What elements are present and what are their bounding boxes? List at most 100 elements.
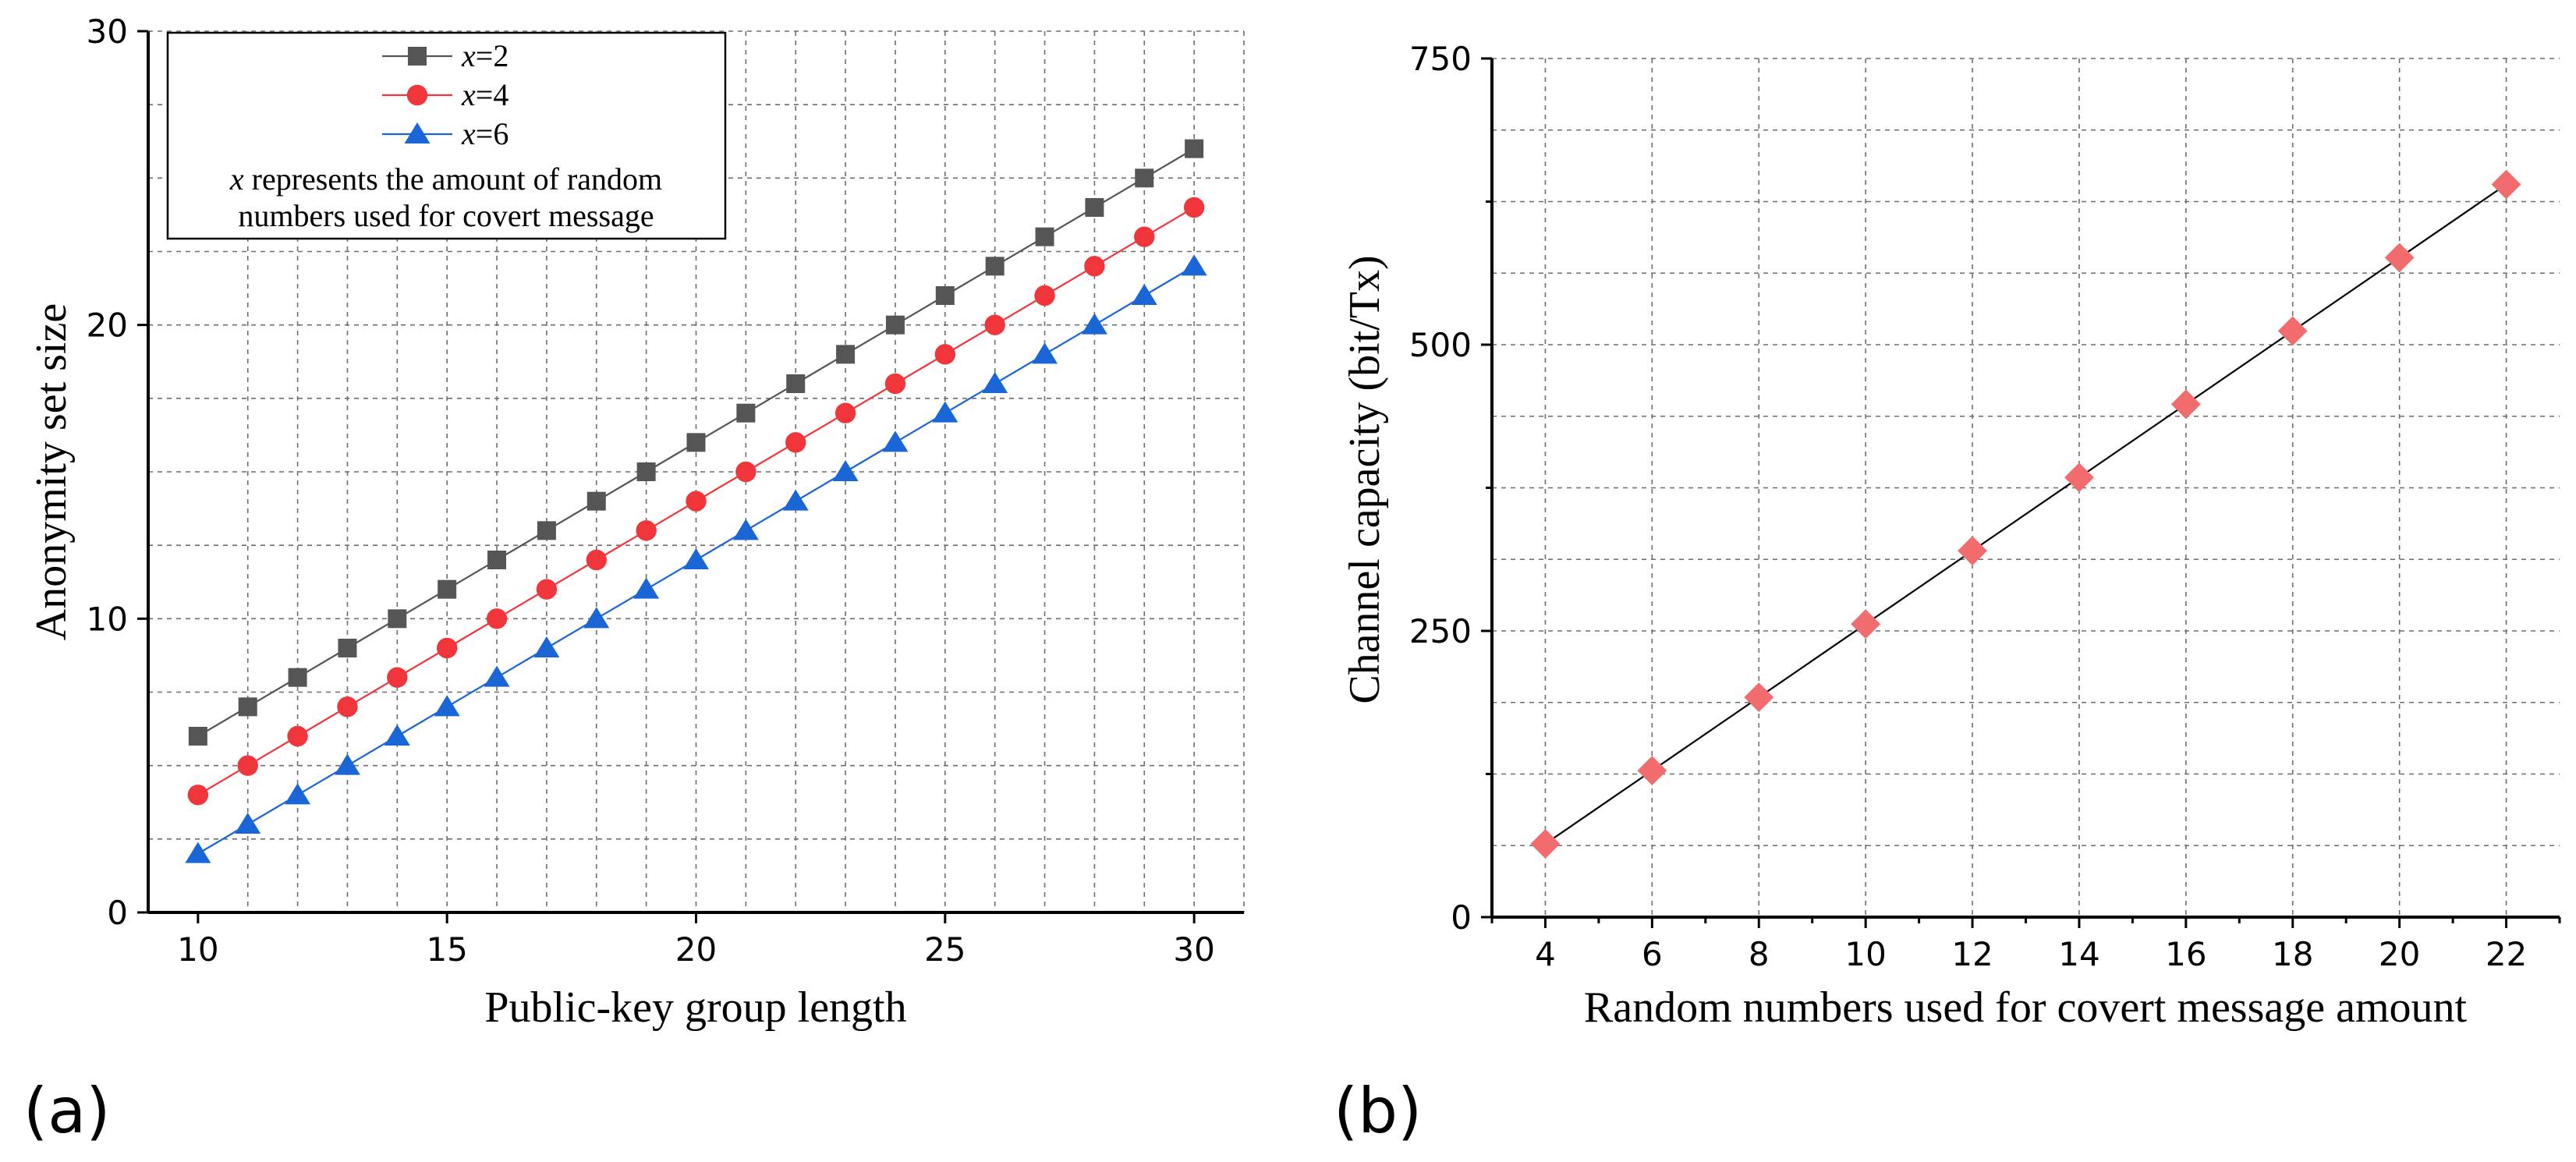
data-point-series-1 [1085, 198, 1104, 217]
data-point-series-2 [536, 579, 558, 600]
data-point-series-1 [338, 639, 357, 657]
data-point-series-1 [935, 286, 955, 305]
x-tick-label: 8 [1749, 935, 1770, 973]
data-point-series-1 [736, 403, 756, 423]
data-point-series-1 [786, 374, 806, 393]
y-tick-label: 10 [87, 600, 128, 638]
legend-box [166, 31, 727, 240]
data-point-series-1 [438, 579, 457, 599]
data-point-series-2 [586, 549, 607, 571]
data-point-series-2 [785, 432, 806, 453]
data-point-series-3 [334, 753, 360, 775]
chart-a-legend: x=2 x=4 x=6 x represents the amount of ran… [166, 31, 727, 240]
data-point-series-1 [636, 462, 656, 481]
data-point-series-1 [1035, 227, 1054, 246]
data-point-series-3 [484, 665, 510, 687]
chart-b: 4 6 8 10 12 14 16 18 20 22 0 250 500 750 Random numbe… [1334, 40, 2561, 1147]
x-tick-label: 4 [1535, 935, 1556, 973]
data-point-series-3 [1181, 254, 1207, 276]
data-point-series-3 [982, 372, 1008, 393]
data-point-series-1 [1744, 682, 1774, 713]
data-point-series-2 [884, 373, 906, 395]
data-point-series-2 [834, 402, 856, 423]
data-point-series-3 [384, 724, 410, 746]
data-point-series-3 [633, 577, 660, 599]
chart-a-x-axis-title: Public-key group length [484, 983, 906, 1032]
legend-marker-2 [406, 84, 428, 106]
data-point-series-2 [735, 461, 757, 483]
data-point-series-2 [1183, 197, 1205, 218]
x-tick-label: 10 [1844, 935, 1886, 973]
chart-a-y-axis-title: Anonymity set size [27, 303, 76, 640]
x-tick-label: 30 [1173, 930, 1214, 969]
data-point-series-1 [586, 491, 606, 511]
x-tick-label: 6 [1642, 935, 1663, 973]
data-point-series-1 [1851, 609, 1881, 639]
y-tick-label: 20 [87, 306, 128, 345]
chart-b-x-axis-title: Random numbers used for covert message a… [1584, 983, 2468, 1032]
data-point-series-1 [2064, 462, 2094, 493]
y-tick-label: 30 [87, 12, 128, 51]
y-tick-label: 500 [1409, 326, 1472, 364]
data-point-series-1 [537, 521, 556, 540]
legend-label-1: x=2 [461, 38, 508, 73]
legend-items: x=2 x=4 x=6 [382, 38, 508, 151]
data-point-series-2 [337, 696, 358, 717]
data-point-series-3 [434, 695, 460, 717]
data-point-series-3 [683, 548, 709, 569]
chart-b-ticks: 4 6 8 10 12 14 16 18 20 22 0 250 500 750 [1409, 40, 2561, 973]
x-tick-label: 10 [177, 930, 218, 969]
data-point-series-1 [388, 609, 407, 629]
data-point-series-3 [882, 430, 909, 452]
data-point-series-3 [782, 489, 809, 511]
data-point-series-3 [185, 841, 211, 863]
data-point-series-2 [984, 314, 1005, 335]
data-point-series-1 [2170, 389, 2201, 420]
chart-b-series [1530, 169, 2521, 859]
panel-b-label: (b) [1334, 1075, 1422, 1147]
data-point-series-2 [1034, 285, 1055, 306]
data-point-series-1 [686, 433, 706, 452]
data-point-series-3 [932, 401, 958, 423]
data-point-series-2 [287, 725, 308, 747]
chart-b-grid [1492, 58, 2560, 917]
y-tick-label: 0 [107, 894, 128, 932]
data-point-series-3 [1081, 313, 1107, 335]
x-tick-label: 18 [2272, 935, 2313, 973]
data-point-series-3 [533, 636, 560, 657]
data-point-series-2 [486, 608, 508, 629]
x-tick-label: 15 [426, 930, 467, 969]
data-point-series-3 [285, 783, 311, 805]
data-point-series-2 [1134, 226, 1155, 247]
legend-marker-1 [408, 47, 427, 66]
data-point-series-1 [985, 257, 1005, 276]
data-point-series-2 [1084, 256, 1105, 277]
y-tick-label: 0 [1451, 898, 1472, 937]
legend-note-line-1: x represents the amount of random [229, 161, 662, 197]
data-point-series-3 [1032, 342, 1058, 364]
data-point-series-2 [934, 344, 956, 365]
data-point-series-2 [237, 755, 258, 776]
data-point-series-1 [885, 315, 905, 335]
y-tick-label: 750 [1409, 40, 1472, 78]
data-point-series-2 [387, 667, 408, 688]
data-point-series-3 [235, 813, 261, 834]
panel-a-label: (a) [23, 1075, 110, 1147]
data-point-series-2 [436, 637, 458, 659]
x-tick-label: 14 [2058, 935, 2099, 973]
chart-a: 10 15 20 25 30 0 10 20 30 x=2 x=4 x=6 x represents… [23, 12, 1245, 1147]
data-point-series-2 [187, 785, 209, 806]
x-tick-label: 22 [2486, 935, 2527, 973]
data-point-series-3 [732, 519, 759, 540]
data-point-series-1 [487, 551, 507, 569]
legend-label-3: x=6 [461, 116, 508, 151]
data-point-series-1 [1135, 168, 1154, 188]
data-point-series-1 [188, 727, 207, 746]
x-tick-label: 20 [675, 930, 717, 969]
chart-a-ticks: 10 15 20 25 30 0 10 20 30 [87, 12, 1215, 969]
data-point-series-1 [836, 345, 856, 364]
data-point-series-1 [288, 668, 307, 687]
legend-label-2: x=4 [461, 77, 508, 112]
data-point-series-3 [1131, 284, 1157, 305]
